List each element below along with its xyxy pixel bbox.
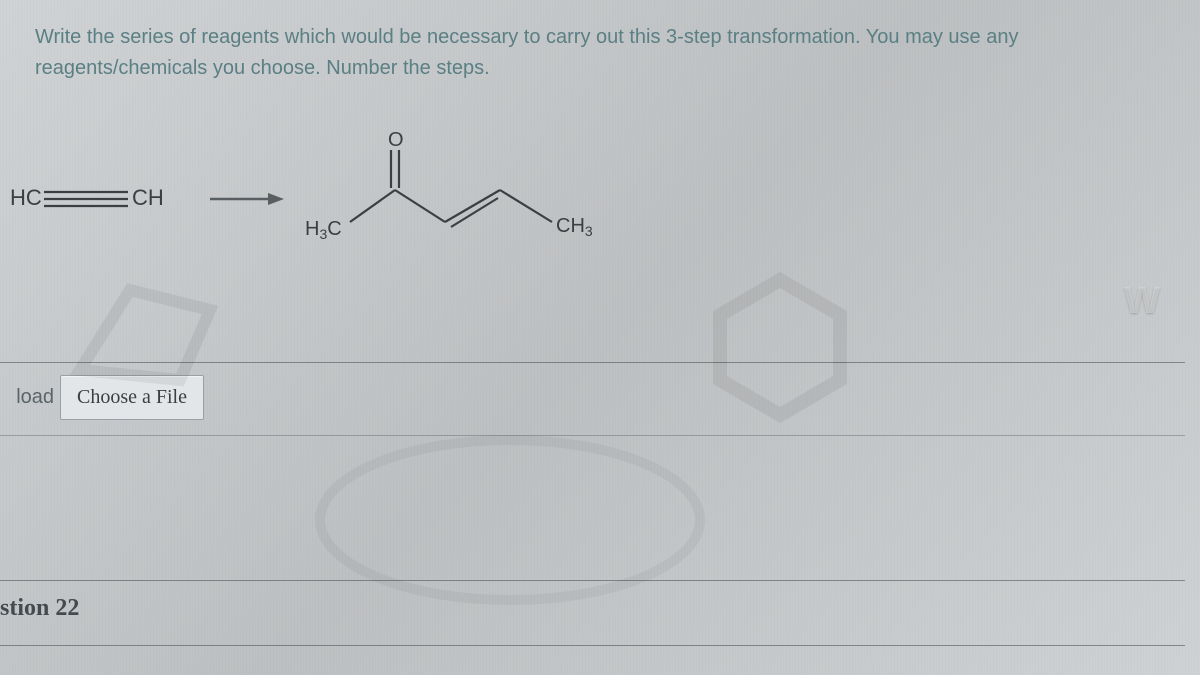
divider-1 bbox=[0, 362, 1185, 363]
question-number: stion 22 bbox=[0, 595, 79, 622]
divider-3 bbox=[0, 580, 1185, 581]
reaction-diagram: HC CH H3C O bbox=[0, 130, 660, 270]
choose-file-button[interactable]: Choose a File bbox=[60, 375, 204, 420]
question-prompt: Write the series of reagents which would… bbox=[35, 22, 1170, 84]
reaction-arrow bbox=[210, 193, 284, 205]
reactant-left-label: HC bbox=[10, 185, 42, 210]
reactant-acetylene: HC CH bbox=[10, 185, 164, 210]
reaction-svg: HC CH H3C O bbox=[0, 130, 660, 270]
product-structure: H3C O CH3 bbox=[305, 130, 593, 242]
divider-2 bbox=[0, 435, 1185, 436]
upload-row: load Choose a File bbox=[0, 365, 1200, 430]
product-right-methyl: CH3 bbox=[556, 215, 593, 239]
product-left-methyl: H3C bbox=[305, 218, 342, 242]
ghost-blob-icon bbox=[300, 420, 720, 620]
upload-label: load bbox=[0, 386, 60, 409]
choose-file-button-label: Choose a File bbox=[77, 386, 187, 408]
watermark-w: W bbox=[1124, 280, 1160, 323]
reactant-right-label: CH bbox=[132, 185, 164, 210]
divider-4 bbox=[0, 645, 1185, 646]
question-prompt-text: Write the series of reagents which would… bbox=[35, 26, 1018, 79]
product-oxygen: O bbox=[388, 130, 404, 151]
